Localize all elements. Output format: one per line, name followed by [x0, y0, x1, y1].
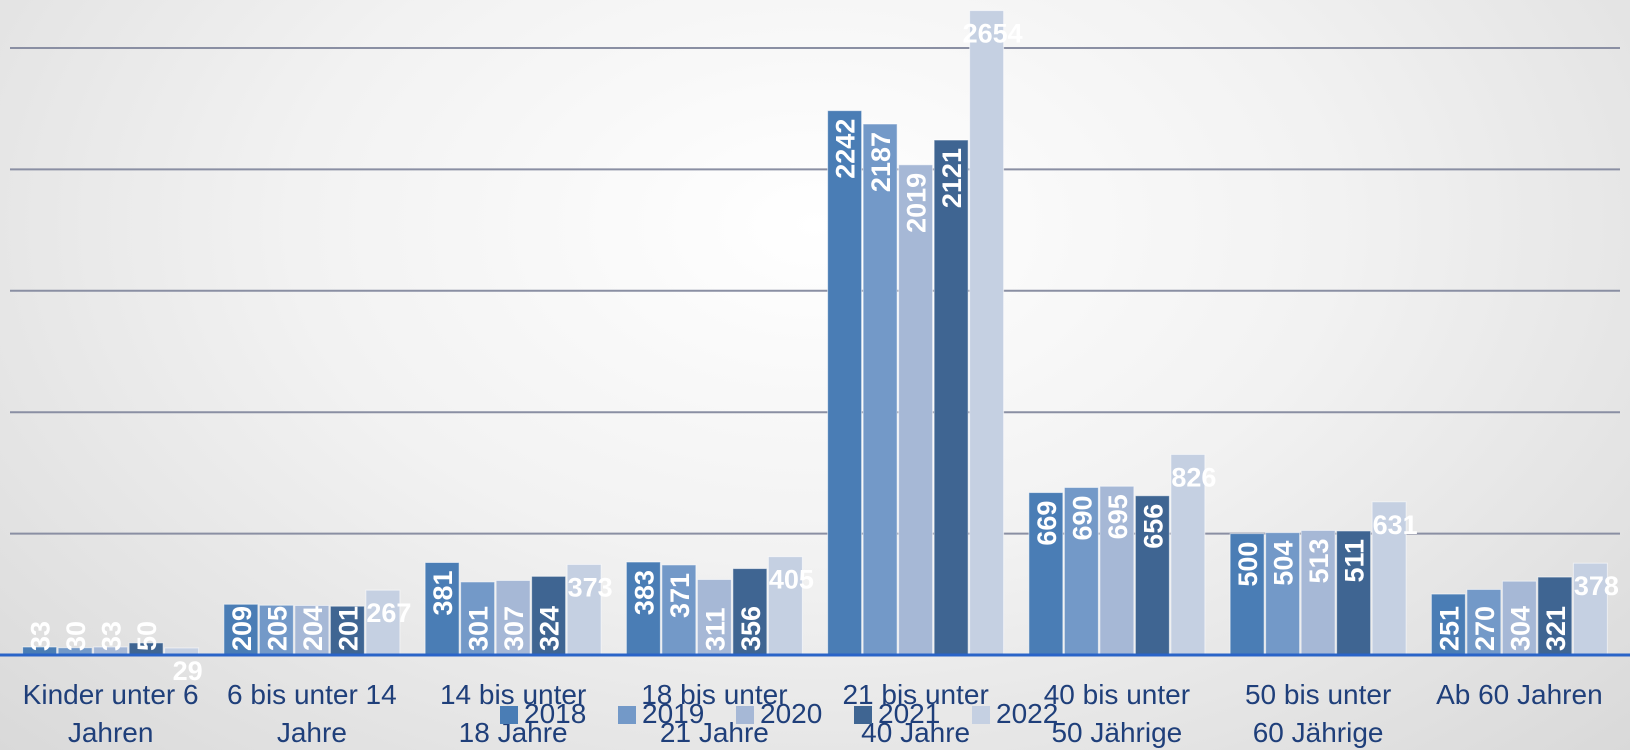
legend-label: 2020 — [760, 698, 822, 729]
data-label: 2654 — [963, 19, 1023, 49]
bar-2019 — [661, 564, 697, 656]
data-label: 381 — [428, 570, 458, 615]
bar-2022 — [1371, 501, 1407, 656]
legend-swatch — [854, 706, 872, 724]
bar-2020 — [1501, 580, 1537, 656]
data-label: 371 — [665, 573, 695, 618]
bar-2022 — [969, 10, 1005, 656]
data-label: 29 — [173, 656, 203, 686]
bar-2021 — [732, 568, 768, 656]
data-label: 656 — [1138, 504, 1168, 549]
data-label: 2242 — [831, 119, 861, 179]
bar-2019 — [1265, 532, 1301, 656]
category-label: 50 bis unter 60 Jährige — [1245, 679, 1391, 748]
bar-2021 — [531, 575, 567, 656]
bar-2018 — [1430, 593, 1466, 656]
legend-label: 2018 — [524, 698, 586, 729]
data-label: 504 — [1269, 541, 1299, 586]
data-label: 2121 — [937, 148, 967, 208]
gridlines — [10, 47, 1620, 535]
bar-2018 — [424, 561, 460, 656]
legend-swatch — [618, 706, 636, 724]
data-label: 30 — [61, 621, 91, 651]
legend-label: 2021 — [878, 698, 940, 729]
data-label: 690 — [1067, 495, 1097, 540]
data-label: 511 — [1340, 539, 1370, 583]
bar-2020 — [696, 578, 732, 656]
bar-2021 — [1336, 530, 1372, 656]
data-label: 307 — [499, 606, 529, 651]
category-label: 40 bis unter 50 Jährige — [1044, 679, 1190, 748]
data-label: 251 — [1434, 606, 1464, 651]
data-label: 33 — [97, 621, 127, 651]
legend-label: 2022 — [996, 698, 1058, 729]
bars — [22, 10, 1608, 656]
bar-2021 — [1134, 495, 1170, 656]
bar-2020 — [898, 164, 934, 656]
bar-2022 — [1572, 562, 1608, 656]
category-label: Kinder unter 6 Jahren — [23, 679, 199, 748]
bar-2022 — [365, 589, 401, 656]
legend-swatch — [736, 706, 754, 724]
data-label: 50 — [132, 621, 162, 651]
bar-2021 — [933, 139, 969, 656]
data-label: 270 — [1470, 606, 1500, 651]
legend-swatch — [972, 706, 990, 724]
data-label: 205 — [262, 606, 292, 651]
category-label: Ab 60 Jahren — [1436, 679, 1603, 710]
bar-2019 — [862, 123, 898, 656]
bar-2018 — [1028, 492, 1064, 656]
data-label: 669 — [1032, 501, 1062, 546]
bar-2020 — [1300, 529, 1336, 656]
data-label: 209 — [227, 606, 257, 651]
data-label: 383 — [629, 570, 659, 615]
bar-2020 — [495, 579, 531, 656]
data-label: 267 — [366, 598, 411, 628]
bar-2018 — [827, 110, 863, 656]
data-label: 204 — [298, 606, 328, 651]
data-label: 826 — [1171, 462, 1216, 492]
bar-2018 — [1229, 533, 1265, 656]
x-axis-labels: Kinder unter 6 Jahren 6 bis unter 14 Jahre 1… — [23, 679, 1603, 748]
data-label: 356 — [736, 606, 766, 651]
data-label: 631 — [1373, 510, 1418, 540]
data-label: 513 — [1304, 538, 1334, 583]
legend-swatch — [500, 706, 518, 724]
data-label: 500 — [1233, 542, 1263, 587]
legend-label: 2019 — [642, 698, 704, 729]
data-label: 2187 — [866, 132, 896, 192]
bar-2018 — [223, 603, 259, 656]
data-label: 405 — [769, 565, 814, 595]
data-label: 373 — [568, 572, 613, 602]
bar-2020 — [294, 604, 330, 656]
category-label: 21 bis unter 40 Jahre — [842, 679, 988, 748]
bar-2019 — [1063, 486, 1099, 656]
bar-2018 — [625, 561, 661, 656]
category-label: 14 bis unter 18 Jahre — [440, 679, 586, 748]
category-label: 6 bis unter 14 Jahre — [227, 679, 397, 748]
data-label: 378 — [1574, 571, 1619, 601]
legend: 2018 2019 2020 2021 2022 — [500, 698, 1058, 729]
data-label: 304 — [1505, 606, 1535, 651]
data-label: 33 — [26, 621, 56, 651]
bar-2022 — [1170, 453, 1206, 656]
data-label: 324 — [535, 606, 565, 651]
bar-2021 — [1537, 576, 1573, 656]
data-label: 311 — [700, 607, 730, 651]
bar-2022 — [767, 556, 803, 656]
bar-2021 — [329, 605, 365, 656]
data-label: 2019 — [902, 173, 932, 233]
bar-2022 — [566, 563, 602, 656]
data-label: 321 — [1541, 606, 1571, 651]
bar-2020 — [1099, 485, 1135, 656]
data-label: 695 — [1103, 494, 1133, 539]
data-label: 301 — [464, 606, 494, 651]
data-label: 201 — [333, 606, 363, 651]
